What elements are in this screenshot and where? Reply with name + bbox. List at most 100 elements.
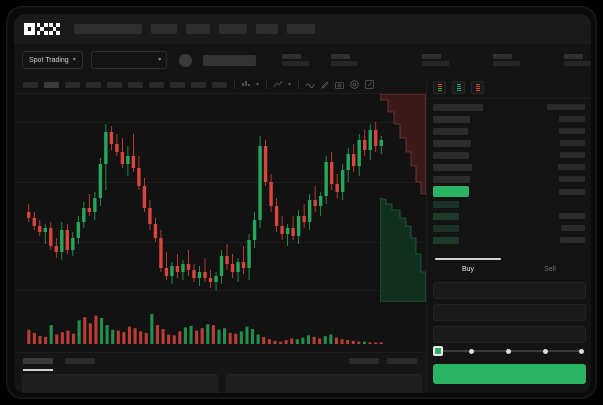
market-stat-1 [282, 53, 309, 67]
place-buy-order-button[interactable] [433, 364, 586, 384]
slider-node-75[interactable] [543, 348, 548, 354]
market-stats [282, 53, 591, 67]
bottom-panel-right[interactable] [226, 374, 422, 393]
orderbook-mode-asks-icon[interactable] [471, 81, 484, 94]
bottom-panel-left[interactable] [22, 374, 218, 393]
tab-order-history[interactable] [65, 358, 95, 364]
slider-node-100[interactable] [579, 348, 584, 354]
tab-label: Buy [461, 265, 475, 273]
timeframe-button-8[interactable] [170, 81, 185, 88]
line-style-icon[interactable] [306, 82, 315, 88]
logo-glyph-o [24, 23, 35, 35]
orderbook-row[interactable] [427, 125, 591, 137]
volume-series [27, 314, 383, 344]
slider-node-25[interactable] [469, 348, 474, 354]
timeframe-button-3[interactable] [65, 81, 80, 88]
orderbook-amount-cell [559, 188, 585, 195]
orderbook-row[interactable] [427, 137, 591, 149]
orderbook-mode-bids-icon[interactable] [452, 81, 465, 94]
orderbook-row[interactable] [427, 234, 591, 246]
nav-search-box[interactable] [74, 24, 142, 34]
orderbook-row[interactable] [427, 210, 591, 222]
orderbook-tab-sell[interactable]: Sell [509, 258, 591, 280]
orderbook-amount-cell [560, 152, 585, 158]
chart-gridline [14, 290, 426, 291]
indicator-dropdown-icon[interactable] [242, 81, 250, 88]
toolbar-divider [234, 80, 235, 89]
pencil-icon[interactable] [321, 80, 329, 89]
orderbook-row[interactable] [427, 149, 591, 161]
top-navigation-bar [14, 14, 591, 44]
trading-mode-label: Spot Trading [29, 56, 69, 64]
orderbook-amount-cell [560, 237, 585, 243]
order-amount-field[interactable] [433, 304, 586, 321]
stat-value [282, 61, 309, 67]
orderbook-mode-both-icon[interactable] [433, 81, 446, 94]
orderbook-trade-panel: Buy Sell [426, 76, 591, 393]
logo-glyph-k [36, 23, 48, 35]
orderbook-amount-cell [559, 176, 585, 182]
orderbook-price-cell [433, 151, 469, 159]
orderbook-amount-cell [560, 140, 585, 146]
orderbook-row[interactable] [427, 113, 591, 125]
fullscreen-icon[interactable] [365, 80, 374, 89]
bottom-action-2[interactable] [387, 358, 417, 364]
slider-node-50[interactable] [506, 348, 511, 354]
timeframe-button-10[interactable] [212, 81, 227, 88]
timeframe-button-7[interactable] [149, 81, 164, 88]
orders-panels [22, 374, 422, 393]
trading-mode-dropdown[interactable]: Spot Trading ▾ [22, 51, 83, 69]
nav-item-4[interactable] [256, 24, 278, 34]
orderbook-row[interactable] [427, 222, 591, 234]
orderbook-header-left [433, 103, 483, 111]
orderbook-row[interactable] [427, 161, 591, 173]
orderbook-header-right [547, 104, 585, 110]
timeframe-button-2[interactable] [44, 81, 59, 88]
stat-label [282, 53, 301, 59]
chevron-down-icon[interactable]: ▾ [288, 81, 292, 88]
camera-icon[interactable] [335, 81, 344, 89]
order-price-field[interactable] [433, 282, 586, 299]
orderbook-price-cell [433, 115, 470, 123]
tab-open-orders[interactable] [23, 358, 53, 371]
market-stat-3 [422, 53, 449, 67]
tab-label [23, 358, 53, 364]
tab-active-indicator [435, 258, 501, 260]
orderbook-row[interactable] [427, 198, 591, 210]
timeframe-button-6[interactable] [128, 81, 143, 88]
stat-value [422, 61, 449, 67]
orderbook-amount-cell [559, 213, 585, 219]
candlestick-chart[interactable] [14, 94, 426, 302]
nav-item-5[interactable] [287, 24, 315, 34]
market-stat-4 [493, 53, 520, 67]
orderbook-rows[interactable] [427, 101, 591, 246]
chart-gridline [14, 242, 426, 243]
chart-gridline [14, 122, 426, 123]
settings-icon[interactable] [350, 80, 359, 89]
orderbook-amount-cell [561, 225, 585, 231]
stat-label [564, 53, 583, 59]
orderbook-current-price-row [427, 185, 591, 198]
orderbook-tab-buy[interactable]: Buy [427, 258, 509, 280]
chevron-down-icon[interactable]: ▾ [256, 81, 260, 88]
okx-logo[interactable] [24, 23, 60, 35]
okx-trading-app: Spot Trading ▾ ▾ [14, 14, 591, 393]
orderbook-row[interactable] [427, 101, 591, 113]
order-percent-slider[interactable] [433, 344, 586, 358]
market-subheader: Spot Trading ▾ ▾ [14, 44, 591, 76]
pair-select-dropdown[interactable]: ▾ [90, 51, 168, 69]
nav-item-2[interactable] [186, 24, 210, 34]
orderbook-row[interactable] [427, 173, 591, 185]
orderbook-price-cell [433, 212, 459, 220]
tab-label: Sell [544, 265, 556, 273]
bottom-action-1[interactable] [349, 358, 379, 364]
compare-dropdown-icon[interactable] [274, 81, 283, 88]
timeframe-button-5[interactable] [107, 81, 122, 88]
timeframe-button-9[interactable] [191, 81, 206, 88]
timeframe-button-4[interactable] [86, 81, 101, 88]
order-total-field[interactable] [433, 326, 586, 343]
timeframe-button-1[interactable] [23, 81, 38, 88]
nav-item-1[interactable] [151, 24, 177, 34]
slider-handle[interactable] [433, 346, 443, 356]
nav-item-3[interactable] [219, 24, 247, 34]
